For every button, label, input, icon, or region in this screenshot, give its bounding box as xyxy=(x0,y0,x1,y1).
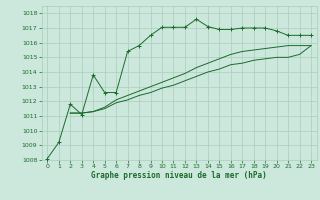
X-axis label: Graphe pression niveau de la mer (hPa): Graphe pression niveau de la mer (hPa) xyxy=(91,171,267,180)
